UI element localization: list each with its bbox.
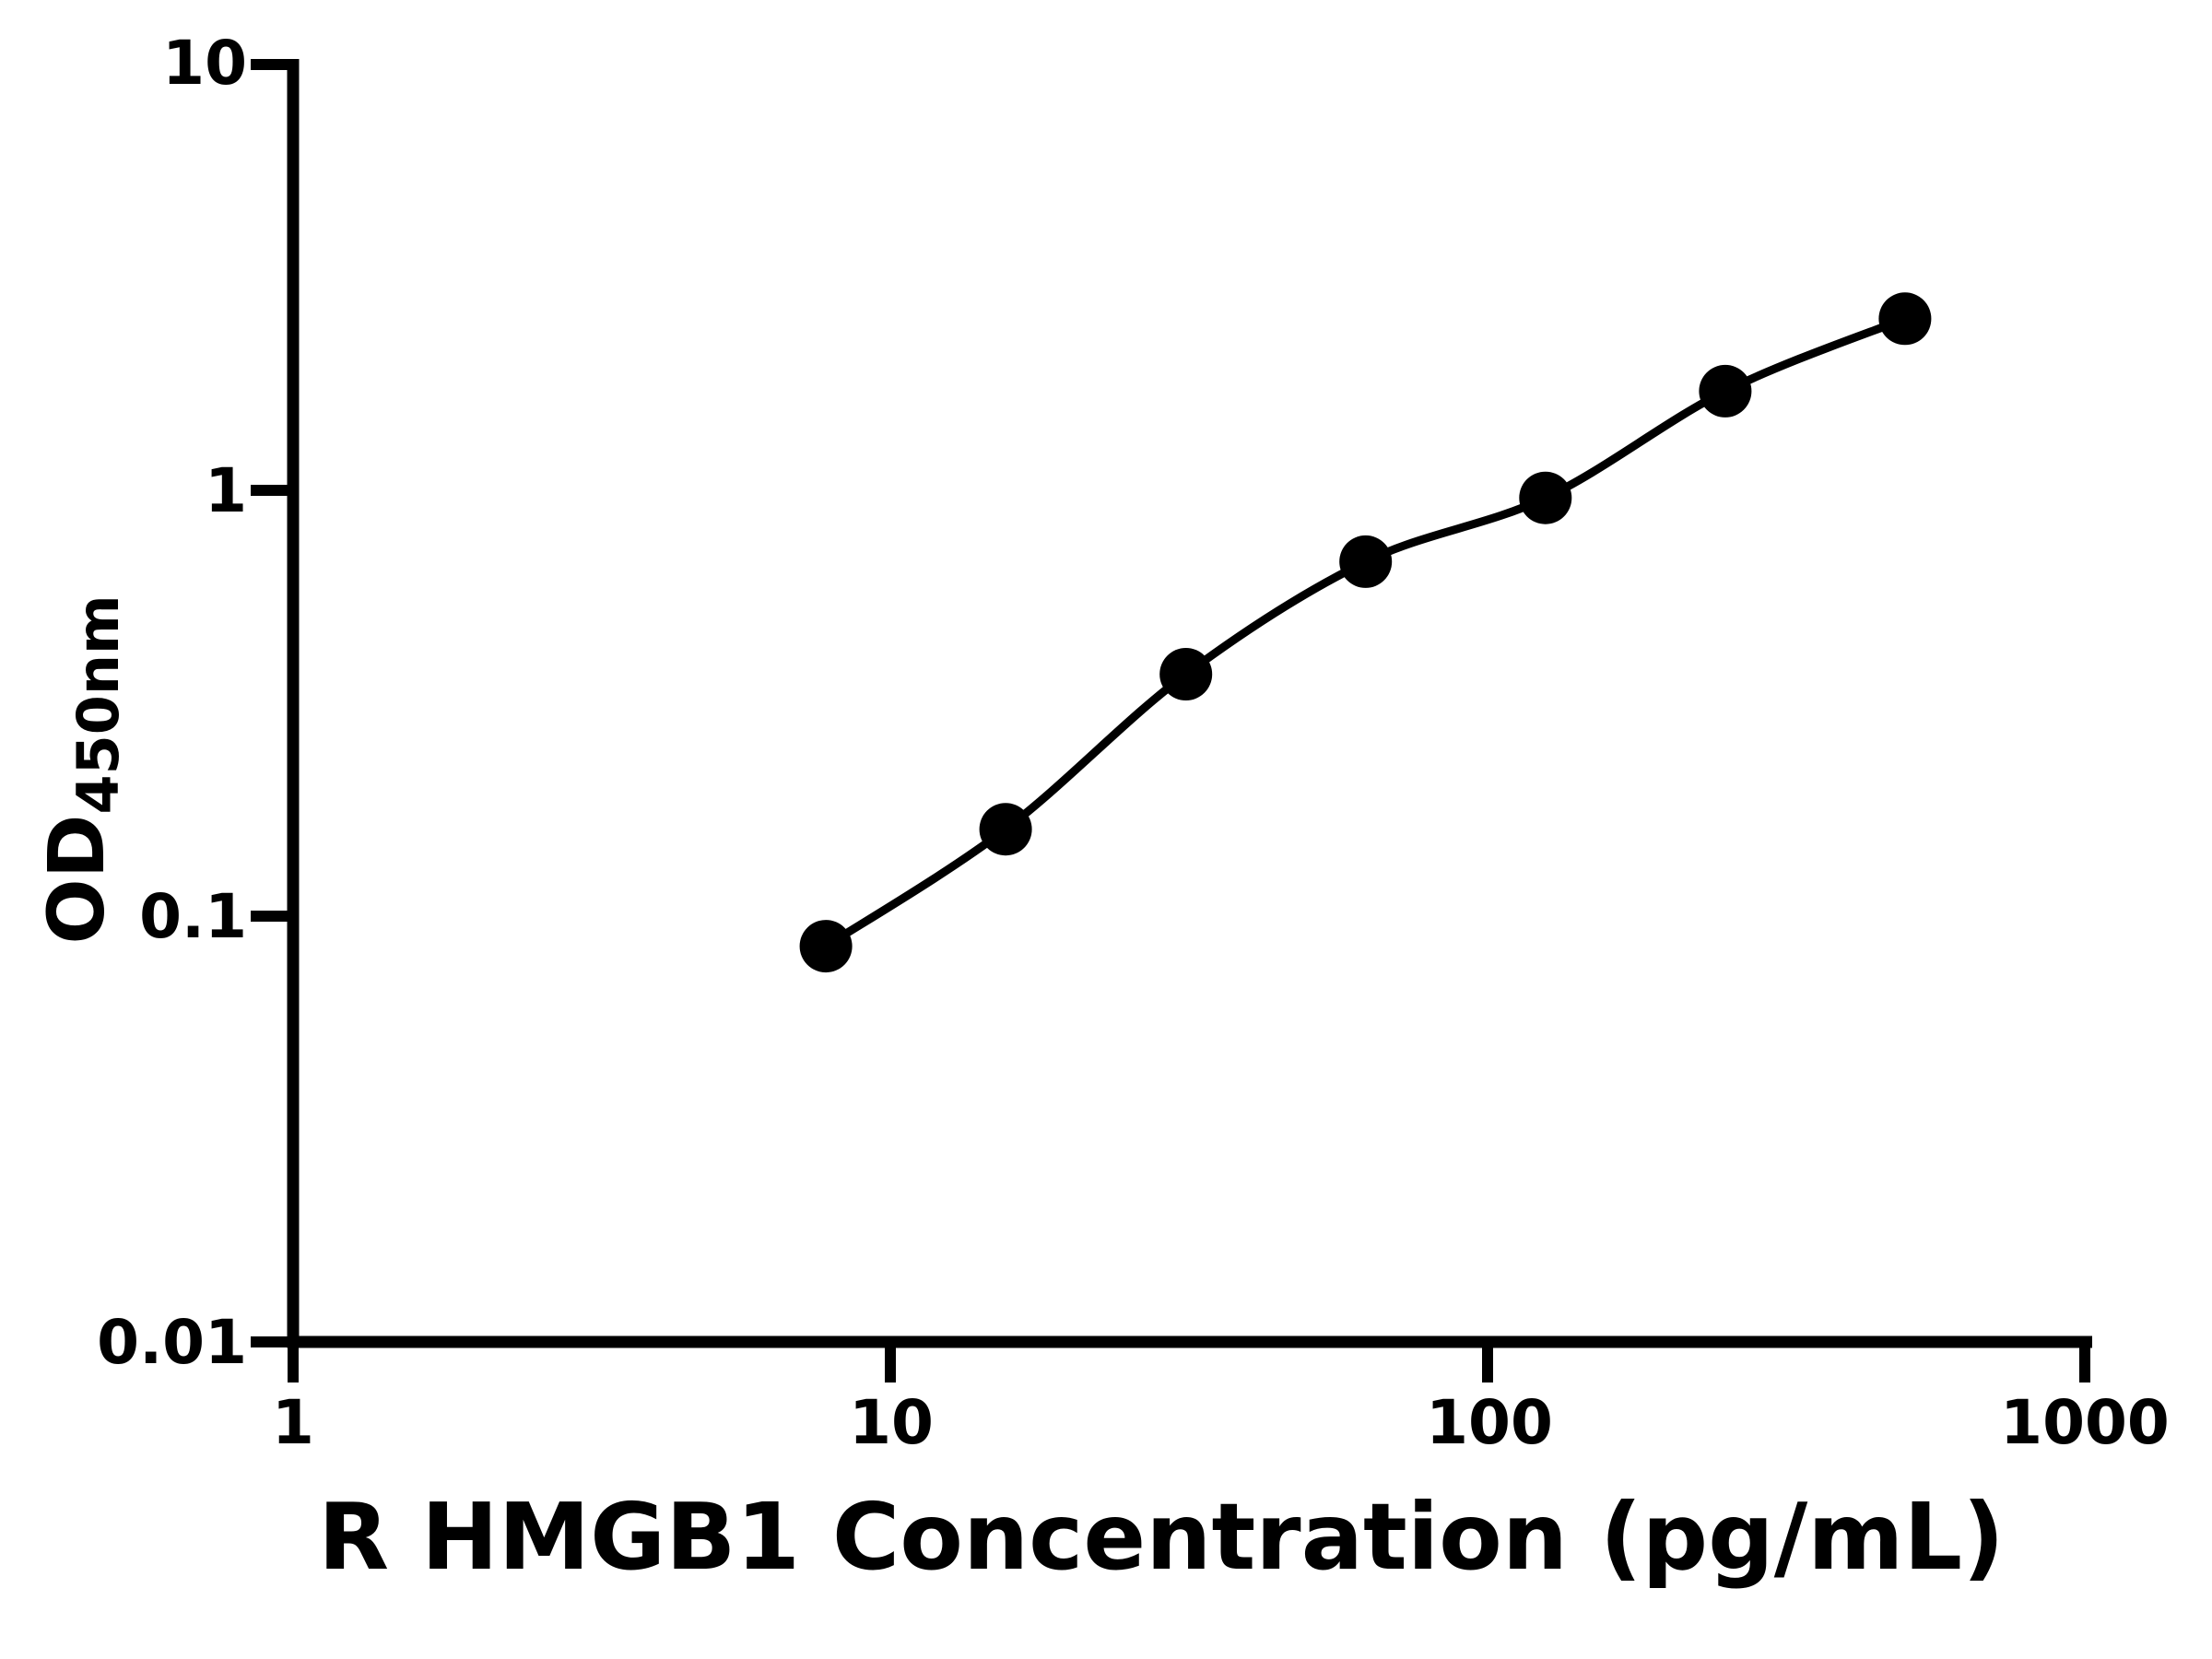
x-tick-label-100: 100	[1426, 1387, 1553, 1458]
x-tick-label-1: 1	[272, 1387, 314, 1458]
y-tick-label-10: 10	[162, 28, 247, 99]
y-axis-title: OD450nm	[31, 594, 132, 944]
data-point	[979, 803, 1032, 856]
y-tick-label-0.01: 0.01	[97, 1307, 247, 1378]
data-point	[1159, 648, 1213, 700]
curve-layer	[821, 314, 1910, 951]
y-tick-label-0.1: 0.1	[139, 881, 247, 952]
y-axis-title-subscript: 450nm	[65, 594, 132, 814]
data-points	[799, 292, 1932, 973]
data-point	[1878, 292, 1932, 346]
data-point	[1519, 471, 1572, 524]
y-axis-title-main: OD	[31, 815, 122, 945]
x-tick-label-10: 10	[849, 1387, 934, 1458]
data-point	[1699, 364, 1752, 418]
x-tick-label-1000: 1000	[2000, 1387, 2170, 1458]
x-axis-title: R HMGB1 Concentration (pg/mL)	[318, 1483, 2005, 1591]
axes-layer	[251, 59, 2092, 1382]
y-tick-label-1: 1	[205, 455, 247, 526]
data-point	[799, 920, 853, 973]
data-point	[1339, 535, 1393, 588]
fit-curve	[821, 314, 1910, 951]
